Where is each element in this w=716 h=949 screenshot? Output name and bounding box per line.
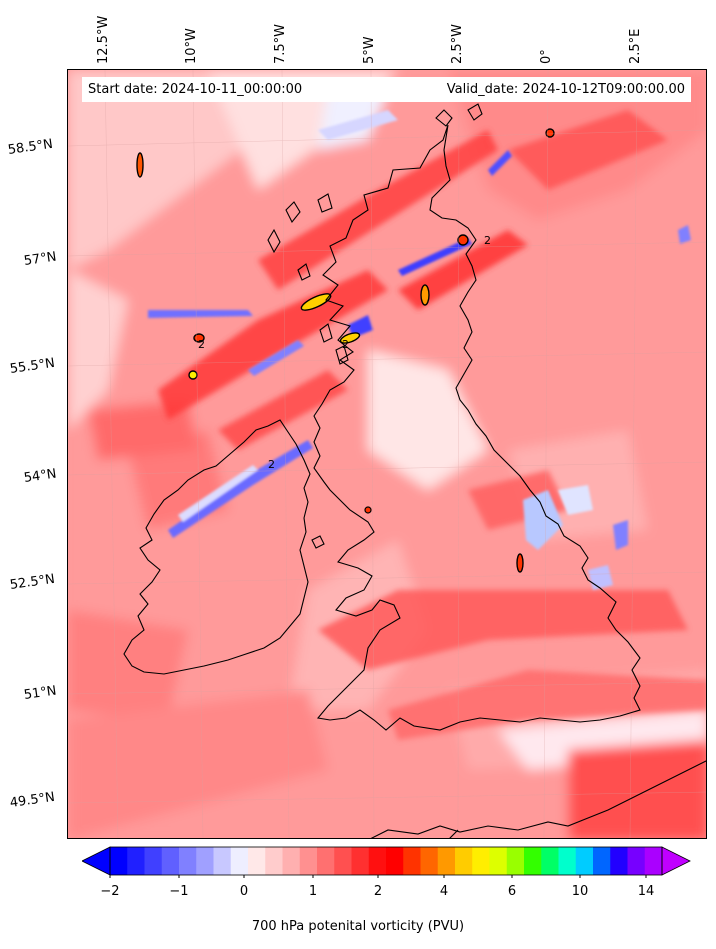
colorbar-cell [179, 847, 197, 875]
valid-date-text: Valid_date: 2024-10-12T09:00:00.00 [446, 82, 685, 97]
colorbar-title: 700 hPa potenital vorticity (PVU) [251, 919, 465, 934]
pv-bands [158, 110, 706, 740]
contour-label: 2 [484, 234, 491, 247]
colorbar-cell [230, 847, 249, 875]
contour-label: 2 [268, 458, 275, 471]
colorbar-cell [610, 847, 628, 875]
date-info-box: Start date: 2024-10-11_00:00:00 Valid_da… [82, 77, 691, 102]
start-date-text: Start date: 2024-10-11_00:00:00 [88, 82, 303, 97]
colorbar-ticks [109, 875, 647, 878]
colorbar-cell [472, 847, 490, 875]
colorbar-tick-label: −1 [169, 884, 189, 899]
colorbar-cell [351, 847, 370, 875]
colorbar-cell [644, 847, 663, 875]
low-pv-streaks [148, 110, 691, 590]
colorbar-tick-label: 14 [637, 884, 655, 899]
colorbar-cell [575, 847, 594, 875]
colorbar-cell [127, 847, 145, 875]
coastline [123, 103, 706, 838]
colorbar-tick-label: 2 [373, 884, 383, 899]
latitude-label-49-5n: 49.5°N [8, 789, 56, 811]
colorbar-cell [489, 847, 508, 875]
colorbar-cell [334, 847, 352, 875]
colorbar-tick-label: 4 [439, 884, 449, 899]
colorbar-cell [196, 847, 214, 875]
latitude-label-58-5n: 58.5°N [6, 136, 54, 158]
latitude-label-54n: 54°N [22, 466, 58, 486]
colorbar-cell [317, 847, 335, 875]
graticule [68, 70, 706, 838]
colorbar-cell [282, 847, 301, 875]
colorbar-border [109, 846, 663, 876]
colorbar-tick-label: 0 [239, 884, 249, 899]
colorbar-cell [213, 847, 232, 875]
colorbar-cell [627, 847, 646, 875]
map-canvas: 2 2 2 2 [68, 70, 706, 838]
colorbar-tick-label: 6 [507, 884, 517, 899]
latitude-label-51n: 51°N [22, 683, 58, 703]
colorbar [82, 846, 691, 878]
contour-label: 2 [198, 338, 205, 351]
colorbar-cells [110, 847, 663, 875]
colorbar-tick-label: 1 [308, 884, 318, 899]
colorbar-tick-label: 10 [571, 884, 589, 899]
colorbar-cell [420, 847, 439, 875]
latitude-label-52-5n: 52.5°N [8, 571, 56, 593]
colorbar-cell [524, 847, 542, 875]
colorbar-extend-high [661, 846, 691, 876]
colorbar-cell [541, 847, 559, 875]
colorbar-cell [144, 847, 163, 875]
colorbar-tick-label: −2 [100, 884, 120, 899]
colorbar-cell [386, 847, 404, 875]
colorbar-cell [299, 847, 318, 875]
latitude-label-55-5n: 55.5°N [8, 355, 56, 377]
colorbar-cell [368, 847, 387, 875]
colorbar-cell [265, 847, 283, 875]
colorbar-cell [248, 847, 266, 875]
colorbar-cell [455, 847, 473, 875]
latitude-label-57n: 57°N [22, 249, 58, 269]
colorbar-cell [437, 847, 456, 875]
pv-map: 2 2 2 2 [67, 69, 707, 839]
colorbar-cell [506, 847, 525, 875]
colorbar-cell [593, 847, 611, 875]
colorbar-cell [161, 847, 180, 875]
contour-label: 2 [342, 338, 349, 351]
colorbar-extend-low [82, 846, 111, 876]
colorbar-cell [110, 847, 128, 875]
colorbar-cell [558, 847, 577, 875]
colorbar-cell [403, 847, 421, 875]
